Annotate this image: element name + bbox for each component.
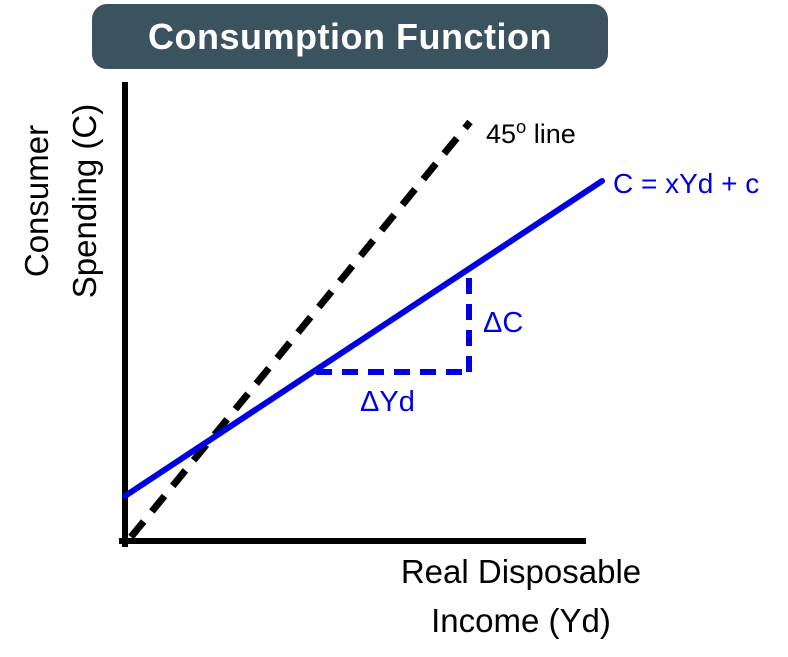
consumption-function-line — [122, 178, 605, 499]
degree-superscript: o — [516, 116, 527, 137]
forty-five-line-label-number: 45 — [486, 119, 517, 149]
y-axis-label-line1: Consumer — [18, 124, 55, 278]
x-axis-label: Real Disposable Income (Yd) — [321, 547, 721, 645]
forty-five-line-label: 45o line — [486, 111, 576, 150]
x-axis-label-line2: Income (Yd) — [431, 602, 611, 639]
title-pill: Consumption Function — [92, 4, 608, 69]
forty-five-line-label-text: line — [526, 119, 576, 149]
delta-yd-label: ΔYd — [360, 386, 415, 418]
x-axis-label-line1: Real Disposable — [400, 553, 642, 590]
consumption-equation-label: C = xYd + c — [613, 168, 760, 199]
delta-c-label: ΔC — [483, 307, 524, 339]
y-axis-label: Consumer Spending (C) — [13, 41, 109, 361]
page-title: Consumption Function — [148, 15, 552, 57]
y-axis-label-line2: Spending (C) — [66, 103, 103, 299]
forty-five-degree-line — [128, 119, 473, 540]
